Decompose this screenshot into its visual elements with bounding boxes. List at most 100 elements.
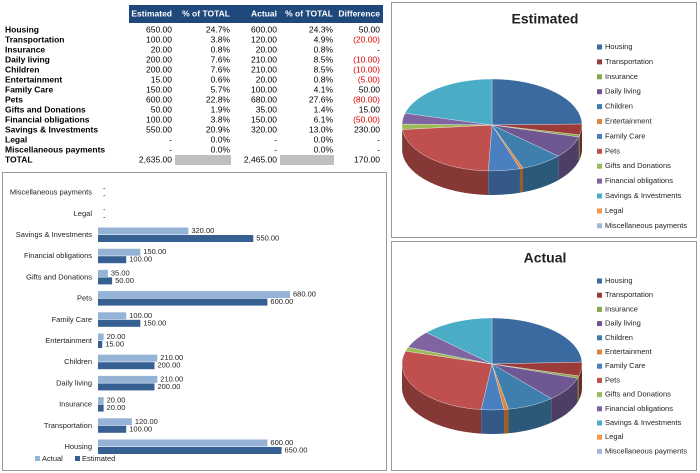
- value-label: 600.00: [270, 438, 293, 447]
- bar: [98, 354, 158, 362]
- value-label: 550.00: [256, 233, 279, 242]
- legend-swatch: [75, 456, 80, 461]
- legend-swatch: [597, 119, 602, 124]
- pie-panel: [391, 2, 697, 238]
- table-cell: -: [377, 134, 380, 144]
- row-label: Entertainment: [5, 74, 62, 84]
- legend-label: Estimated: [82, 454, 115, 463]
- value-label: 20.00: [107, 403, 126, 412]
- table-cell: 8.5%: [314, 64, 334, 74]
- value-label: 20.00: [107, 332, 126, 341]
- table-cell: 5.7%: [211, 84, 231, 94]
- value-label: 210.00: [160, 374, 183, 383]
- legend-swatch: [597, 278, 602, 284]
- legend-label: Children: [605, 102, 633, 111]
- legend-label: Actual: [42, 454, 63, 463]
- legend-label: Savings & Investments: [605, 191, 682, 200]
- legend-label: Daily living: [605, 87, 641, 96]
- legend-label: Housing: [605, 276, 633, 285]
- legend-label: Miscellaneous payments: [605, 221, 687, 230]
- category-label: Entertainment: [45, 336, 93, 345]
- legend-label: Entertainment: [605, 347, 653, 356]
- table-cell: 27.6%: [309, 94, 334, 104]
- category-label: Family Care: [52, 315, 92, 324]
- legend-swatch: [597, 223, 602, 229]
- table-cell: 600.00: [251, 24, 277, 34]
- table-cell: 0.8%: [314, 44, 334, 54]
- legend-swatch: [597, 44, 602, 50]
- value-label: 150.00: [143, 247, 166, 256]
- legend-swatch: [597, 208, 602, 214]
- table-cell: 1.4%: [314, 104, 334, 114]
- bar: [98, 404, 104, 412]
- legend-swatch: [597, 74, 602, 80]
- legend-label: Children: [605, 333, 633, 342]
- bar: [98, 439, 268, 447]
- value-label: 320.00: [191, 226, 214, 235]
- table-cell: 50.00: [359, 24, 381, 34]
- bar: [98, 418, 132, 426]
- bar: [98, 362, 155, 370]
- table-header: Estimated: [131, 8, 172, 18]
- bar: [98, 333, 104, 341]
- total-blank: [280, 155, 334, 165]
- table-cell: 100.00: [146, 34, 172, 44]
- slice-side: [558, 137, 579, 181]
- table-cell: 20.00: [256, 74, 278, 84]
- value-label: 650.00: [285, 445, 308, 454]
- value-label: 600.00: [270, 297, 293, 306]
- table-cell: 7.6%: [211, 54, 231, 64]
- row-label: TOTAL: [5, 154, 33, 164]
- chart-title: Actual: [524, 250, 567, 266]
- slice-side: [523, 156, 559, 193]
- row-label: Financial obligations: [5, 114, 90, 124]
- table-header-bg: [129, 5, 383, 23]
- table-cell: (20.00): [353, 34, 380, 44]
- legend-swatch: [597, 406, 602, 412]
- table-cell: 230.00: [354, 124, 380, 134]
- row-label: Children: [5, 64, 39, 74]
- table-cell: 24.3%: [309, 24, 334, 34]
- table-cell: 20.00: [151, 44, 173, 54]
- value-label: -: [103, 205, 106, 214]
- slice-side: [578, 134, 580, 162]
- legend-swatch: [35, 456, 40, 461]
- legend-label: Transportation: [605, 57, 653, 66]
- table-cell: 0.0%: [211, 144, 231, 154]
- table-cell: 20.00: [256, 44, 278, 54]
- slice-side: [579, 125, 582, 159]
- chart-title: Estimated: [512, 11, 579, 27]
- legend-swatch: [597, 178, 602, 184]
- category-label: Insurance: [59, 400, 92, 409]
- value-label: 680.00: [293, 290, 316, 299]
- table-cell: 100.00: [251, 84, 277, 94]
- table-cell: 550.00: [146, 124, 172, 134]
- legend-label: Pets: [605, 146, 620, 155]
- table-cell: -: [377, 44, 380, 54]
- table-cell: 3.8%: [211, 114, 231, 124]
- legend-label: Entertainment: [605, 116, 653, 125]
- bar: [98, 248, 141, 256]
- table-cell: 3.8%: [211, 34, 231, 44]
- legend-swatch: [597, 104, 602, 110]
- legend-label: Financial obligations: [605, 176, 673, 185]
- bar-panel: [2, 172, 387, 471]
- slice-side: [519, 168, 524, 193]
- bar: [98, 397, 104, 405]
- legend-swatch: [597, 392, 602, 398]
- value-label: 35.00: [111, 268, 130, 277]
- legend-swatch: [597, 321, 602, 327]
- table-cell: 0.0%: [314, 144, 334, 154]
- pie-panel: [391, 241, 697, 471]
- value-label: 210.00: [160, 353, 183, 362]
- slice-side: [578, 364, 582, 401]
- table-cell: 0.0%: [314, 134, 334, 144]
- legend-swatch: [597, 448, 602, 454]
- slice-side: [508, 398, 552, 434]
- table-cell: (5.00): [358, 74, 380, 84]
- total-cell: 2,635.00: [139, 154, 172, 164]
- row-label: Pets: [5, 94, 23, 104]
- table-cell: -: [274, 144, 277, 154]
- category-label: Children: [64, 357, 92, 366]
